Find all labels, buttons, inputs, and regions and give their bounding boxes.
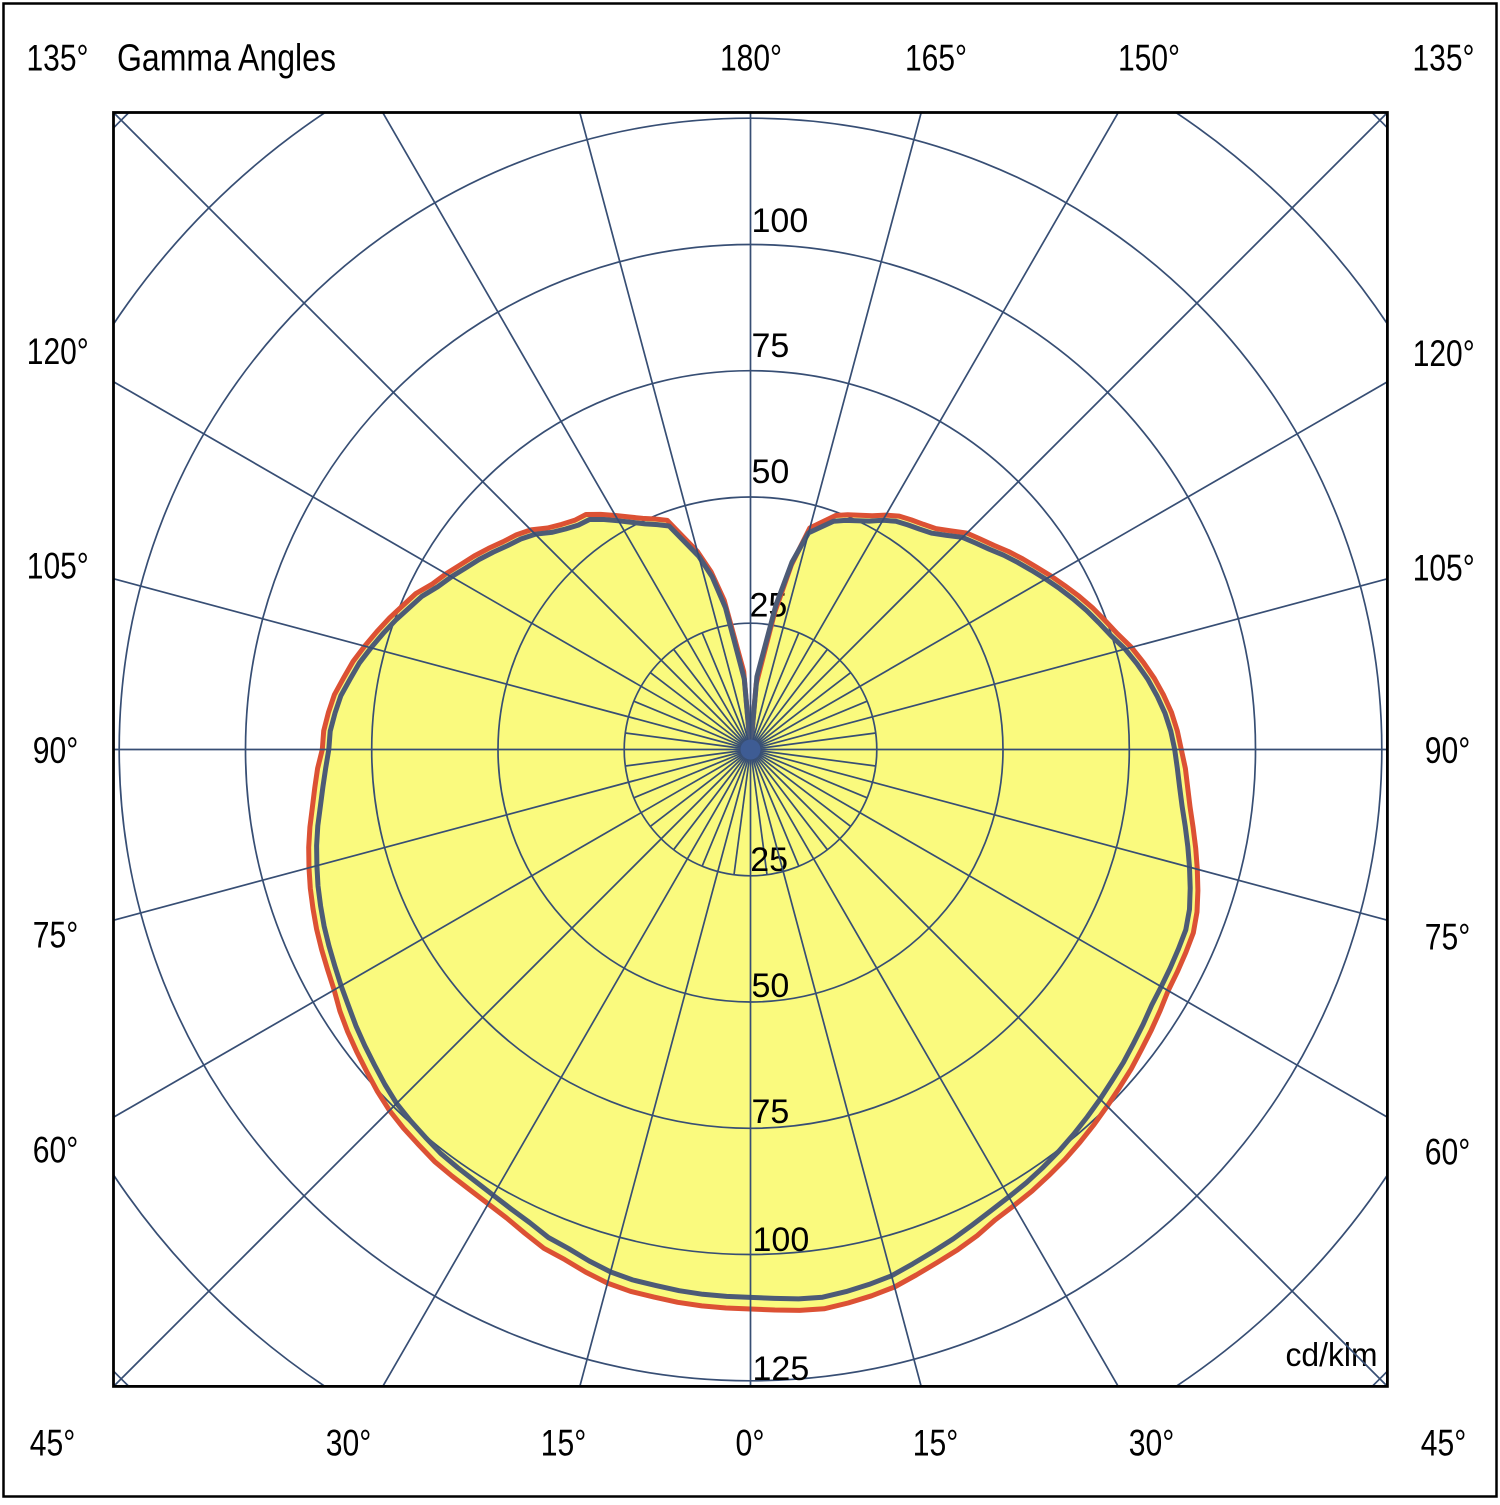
svg-text:15°: 15° — [541, 1423, 587, 1464]
svg-text:100: 100 — [753, 1221, 810, 1259]
svg-text:0°: 0° — [736, 1423, 765, 1464]
svg-text:50: 50 — [752, 967, 790, 1005]
svg-text:180°: 180° — [720, 37, 782, 78]
svg-text:75: 75 — [752, 327, 790, 365]
svg-text:75°: 75° — [1425, 917, 1471, 958]
svg-text:120°: 120° — [1413, 333, 1475, 374]
svg-text:75: 75 — [752, 1093, 790, 1131]
svg-text:105°: 105° — [27, 546, 89, 587]
svg-text:90°: 90° — [1425, 730, 1471, 771]
svg-text:cd/klm: cd/klm — [1286, 1336, 1378, 1373]
svg-text:50: 50 — [752, 453, 790, 491]
svg-text:60°: 60° — [33, 1130, 79, 1171]
svg-text:90°: 90° — [33, 730, 79, 771]
svg-text:30°: 30° — [1129, 1423, 1175, 1464]
svg-text:45°: 45° — [1421, 1423, 1467, 1464]
svg-text:25: 25 — [750, 841, 788, 879]
svg-text:150°: 150° — [1118, 37, 1180, 78]
svg-text:15°: 15° — [913, 1423, 959, 1464]
svg-text:30°: 30° — [326, 1423, 372, 1464]
svg-text:135°: 135° — [27, 37, 89, 78]
svg-text:125: 125 — [753, 1350, 810, 1388]
svg-text:100: 100 — [752, 202, 809, 240]
svg-text:75°: 75° — [33, 915, 79, 956]
svg-text:120°: 120° — [27, 331, 89, 372]
svg-text:165°: 165° — [905, 37, 967, 78]
svg-text:60°: 60° — [1425, 1132, 1471, 1173]
svg-text:Gamma Angles: Gamma Angles — [117, 38, 336, 80]
svg-text:135°: 135° — [1413, 37, 1475, 78]
svg-text:45°: 45° — [30, 1423, 76, 1464]
svg-text:105°: 105° — [1413, 548, 1475, 589]
